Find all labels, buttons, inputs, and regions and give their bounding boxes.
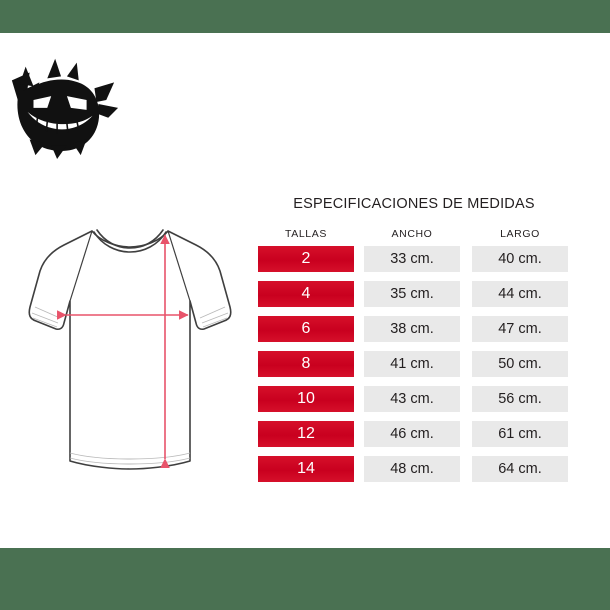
table-row: 10 43 cm. 56 cm. xyxy=(258,386,570,412)
column-header-largo: LARGO xyxy=(500,228,540,240)
cell-largo: 40 cm. xyxy=(472,246,568,272)
cell-largo: 64 cm. xyxy=(472,456,568,482)
cell-talla: 6 xyxy=(258,316,354,342)
measurements-table: ESPECIFICACIONES DE MEDIDAS TALLAS ANCHO… xyxy=(258,196,570,491)
table-title: ESPECIFICACIONES DE MEDIDAS xyxy=(293,196,535,212)
table-row: 12 46 cm. 61 cm. xyxy=(258,421,570,447)
cell-ancho: 38 cm. xyxy=(364,316,460,342)
column-header-ancho: ANCHO xyxy=(391,228,433,240)
cell-ancho: 43 cm. xyxy=(364,386,460,412)
cell-ancho: 33 cm. xyxy=(364,246,460,272)
cell-largo: 50 cm. xyxy=(472,351,568,377)
column-header-tallas: TALLAS xyxy=(285,228,327,240)
cell-talla: 8 xyxy=(258,351,354,377)
cell-talla: 2 xyxy=(258,246,354,272)
table-row: 14 48 cm. 64 cm. xyxy=(258,456,570,482)
cell-ancho: 41 cm. xyxy=(364,351,460,377)
cell-talla: 14 xyxy=(258,456,354,482)
table-row: 4 35 cm. 44 cm. xyxy=(258,281,570,307)
table-row: 2 33 cm. 40 cm. xyxy=(258,246,570,272)
cell-talla: 4 xyxy=(258,281,354,307)
cell-largo: 47 cm. xyxy=(472,316,568,342)
cell-ancho: 35 cm. xyxy=(364,281,460,307)
cell-ancho: 48 cm. xyxy=(364,456,460,482)
table-row: 6 38 cm. 47 cm. xyxy=(258,316,570,342)
tshirt-measurement-diagram xyxy=(20,215,240,485)
cell-talla: 10 xyxy=(258,386,354,412)
table-header-row: TALLAS ANCHO LARGO xyxy=(258,228,570,240)
cell-ancho: 46 cm. xyxy=(364,421,460,447)
cell-talla: 12 xyxy=(258,421,354,447)
gengar-silhouette-logo xyxy=(4,43,122,161)
table-row: 8 41 cm. 50 cm. xyxy=(258,351,570,377)
cell-largo: 61 cm. xyxy=(472,421,568,447)
cell-largo: 44 cm. xyxy=(472,281,568,307)
cell-largo: 56 cm. xyxy=(472,386,568,412)
